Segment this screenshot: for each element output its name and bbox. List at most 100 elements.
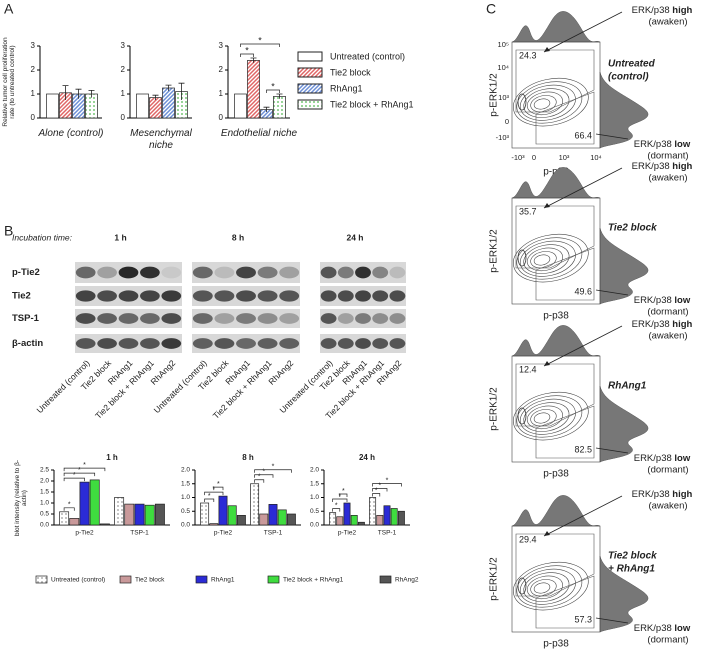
category-label: p-Tie2 bbox=[214, 530, 233, 537]
facet-title: 24 h bbox=[359, 453, 375, 462]
time-header: 24 h bbox=[346, 232, 363, 242]
blot-band bbox=[320, 338, 337, 349]
bar bbox=[69, 518, 80, 526]
contour bbox=[530, 409, 557, 427]
bar bbox=[99, 523, 110, 526]
annotation-low: ERK/p38 low bbox=[634, 139, 691, 150]
error-bar bbox=[165, 84, 172, 91]
blot-band bbox=[192, 338, 213, 349]
arrow-head bbox=[544, 531, 550, 536]
plot-frame bbox=[511, 525, 601, 633]
y-tick-label: 10⁵ bbox=[498, 40, 509, 49]
blot-band bbox=[320, 266, 337, 279]
significance-bracket bbox=[372, 483, 402, 487]
annotation-prefix: ERK/p38 bbox=[634, 623, 672, 634]
blot-band bbox=[192, 313, 213, 324]
percent-low: 57.3 bbox=[574, 614, 592, 624]
blot-band bbox=[214, 338, 235, 349]
bar bbox=[329, 512, 337, 526]
y-tick-label: 3 bbox=[121, 41, 126, 50]
blot-band bbox=[257, 313, 278, 324]
error-bar bbox=[62, 85, 69, 100]
blot-band bbox=[118, 338, 139, 349]
legend-label: RhAng1 bbox=[330, 83, 363, 93]
bar bbox=[200, 502, 210, 526]
blot-band bbox=[372, 338, 389, 349]
category-label: p-Tie2 bbox=[75, 530, 94, 537]
blot-band bbox=[372, 313, 389, 324]
annotation-level: high bbox=[672, 319, 692, 330]
significance-bracket bbox=[240, 43, 280, 47]
contour bbox=[523, 88, 570, 118]
y-tick-label: 10³ bbox=[498, 93, 509, 102]
significance-label: * bbox=[208, 493, 211, 500]
contour bbox=[513, 561, 589, 611]
legend-label: Untreated (control) bbox=[51, 577, 105, 584]
annotation-level: low bbox=[674, 295, 690, 306]
annotation-low: ERK/p38 low bbox=[634, 295, 691, 306]
condition-label: Tie2 block bbox=[608, 223, 657, 234]
plot-frame bbox=[511, 355, 601, 463]
histogram-top bbox=[511, 11, 601, 43]
histogram-top bbox=[511, 495, 601, 527]
y-tick-label: 1 bbox=[31, 89, 36, 98]
bar bbox=[259, 513, 269, 526]
x-tick-label: 0 bbox=[532, 153, 536, 162]
y-axis-label: p-ERK1/2 bbox=[489, 73, 500, 117]
arrow bbox=[595, 133, 629, 140]
legend-label: RhAng1 bbox=[211, 577, 235, 584]
y-tick-label: 1.0 bbox=[310, 494, 319, 501]
category-label: TSP-1 bbox=[264, 530, 283, 537]
bar bbox=[136, 93, 149, 119]
blot-band bbox=[161, 266, 182, 279]
condition-label: (control) bbox=[608, 72, 649, 83]
panel-letter: C bbox=[486, 1, 496, 17]
bar bbox=[390, 508, 398, 526]
significance-label: * bbox=[73, 472, 76, 479]
bar bbox=[114, 497, 125, 526]
significance-bracket bbox=[63, 467, 106, 472]
significance-bracket bbox=[339, 493, 348, 497]
bar bbox=[336, 516, 344, 526]
histogram-top bbox=[511, 167, 601, 199]
significance-label: * bbox=[78, 467, 81, 474]
blot-band bbox=[236, 338, 256, 349]
arrow-head bbox=[544, 47, 550, 52]
histogram-right bbox=[599, 555, 649, 633]
annotation-high: ERK/p38 high bbox=[632, 161, 693, 172]
y-tick-label: 1.0 bbox=[40, 500, 49, 507]
bar bbox=[89, 479, 100, 526]
x-axis-label: p-p38 bbox=[543, 639, 569, 650]
blot-band bbox=[140, 266, 160, 279]
blot-band bbox=[279, 266, 300, 279]
y-axis-label: p-ERK1/2 bbox=[489, 229, 500, 273]
histogram-top bbox=[511, 325, 601, 357]
bar bbox=[376, 515, 384, 526]
blot-band bbox=[257, 266, 278, 279]
percent-high: 35.7 bbox=[519, 206, 537, 216]
percent-high: 12.4 bbox=[519, 364, 537, 374]
significance-label: * bbox=[271, 81, 275, 91]
contour bbox=[533, 582, 551, 594]
blot-band bbox=[257, 290, 278, 302]
blot-band bbox=[75, 290, 96, 302]
bar bbox=[357, 521, 365, 526]
contour bbox=[526, 247, 563, 272]
blot-band bbox=[140, 313, 160, 324]
contour bbox=[533, 412, 551, 424]
annotation-state: (dormant) bbox=[647, 635, 688, 646]
y-tick-label: 10⁴ bbox=[497, 63, 509, 72]
y-tick-label: 0 bbox=[505, 117, 509, 126]
significance-bracket bbox=[254, 479, 265, 483]
contour bbox=[513, 77, 589, 127]
time-header: 8 h bbox=[232, 232, 244, 242]
blot-band bbox=[320, 290, 337, 302]
blot-row-label: Tie2 bbox=[12, 291, 31, 302]
contour bbox=[519, 398, 576, 435]
significance-label: * bbox=[245, 45, 249, 55]
contour bbox=[530, 579, 557, 597]
panel-letter: B bbox=[4, 223, 13, 239]
blot-band bbox=[97, 313, 117, 324]
y-tick-label: 1.5 bbox=[310, 480, 319, 487]
